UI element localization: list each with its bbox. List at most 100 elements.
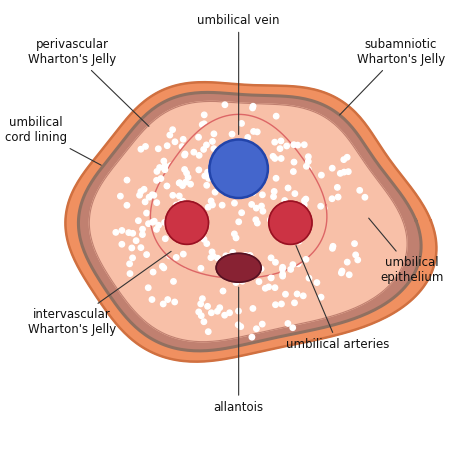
Circle shape xyxy=(154,200,159,205)
Circle shape xyxy=(196,167,201,173)
Circle shape xyxy=(315,189,320,195)
Circle shape xyxy=(296,230,301,236)
Circle shape xyxy=(205,304,210,309)
Circle shape xyxy=(284,143,289,148)
Circle shape xyxy=(335,184,340,190)
Circle shape xyxy=(198,266,204,271)
Circle shape xyxy=(259,203,264,209)
Circle shape xyxy=(283,292,288,297)
Circle shape xyxy=(251,184,256,189)
Circle shape xyxy=(213,205,219,210)
Circle shape xyxy=(201,121,207,126)
Circle shape xyxy=(185,217,191,223)
Circle shape xyxy=(232,200,237,206)
Circle shape xyxy=(244,253,249,259)
Circle shape xyxy=(298,232,303,237)
Circle shape xyxy=(191,219,196,225)
Circle shape xyxy=(180,198,186,204)
Circle shape xyxy=(303,196,309,202)
Circle shape xyxy=(195,133,201,138)
Circle shape xyxy=(295,261,301,266)
Circle shape xyxy=(191,149,197,155)
Circle shape xyxy=(290,262,296,267)
Circle shape xyxy=(247,253,253,258)
Circle shape xyxy=(353,252,358,257)
Circle shape xyxy=(119,228,125,233)
Circle shape xyxy=(319,172,324,178)
Circle shape xyxy=(251,273,256,278)
Circle shape xyxy=(220,184,226,189)
Circle shape xyxy=(288,267,293,272)
Circle shape xyxy=(304,224,310,229)
Circle shape xyxy=(201,215,206,220)
Circle shape xyxy=(113,230,118,235)
Circle shape xyxy=(219,264,224,269)
Circle shape xyxy=(330,243,336,249)
Circle shape xyxy=(140,226,145,232)
Circle shape xyxy=(124,177,130,183)
Circle shape xyxy=(167,253,173,259)
Circle shape xyxy=(265,215,271,220)
Circle shape xyxy=(197,212,202,217)
Circle shape xyxy=(196,153,202,158)
Circle shape xyxy=(215,256,220,261)
Circle shape xyxy=(230,212,235,217)
Circle shape xyxy=(197,216,202,221)
Circle shape xyxy=(213,147,219,153)
Circle shape xyxy=(280,265,285,270)
Circle shape xyxy=(128,271,133,276)
Circle shape xyxy=(272,213,277,219)
Circle shape xyxy=(236,219,241,225)
Circle shape xyxy=(179,144,185,149)
Circle shape xyxy=(280,266,285,272)
Circle shape xyxy=(239,141,245,146)
Circle shape xyxy=(239,128,245,134)
Circle shape xyxy=(292,191,298,196)
Circle shape xyxy=(245,135,250,140)
Circle shape xyxy=(314,280,319,285)
Circle shape xyxy=(345,154,350,160)
Circle shape xyxy=(292,159,297,165)
Circle shape xyxy=(163,236,168,242)
Circle shape xyxy=(138,147,144,152)
Circle shape xyxy=(212,171,218,177)
Circle shape xyxy=(352,241,357,246)
Circle shape xyxy=(260,192,265,198)
Circle shape xyxy=(173,202,179,208)
Circle shape xyxy=(177,180,182,185)
Circle shape xyxy=(228,254,233,259)
Circle shape xyxy=(255,220,260,226)
Circle shape xyxy=(165,297,171,302)
Circle shape xyxy=(184,263,190,268)
Circle shape xyxy=(209,198,214,204)
Ellipse shape xyxy=(216,253,261,282)
Circle shape xyxy=(292,300,297,306)
Circle shape xyxy=(256,279,262,284)
Circle shape xyxy=(268,186,273,191)
Circle shape xyxy=(173,226,179,231)
Circle shape xyxy=(282,236,287,241)
Circle shape xyxy=(292,143,297,148)
Circle shape xyxy=(177,201,182,207)
Circle shape xyxy=(205,158,210,164)
Circle shape xyxy=(146,285,151,290)
Circle shape xyxy=(268,229,273,234)
Circle shape xyxy=(172,299,177,305)
Circle shape xyxy=(219,252,224,257)
Circle shape xyxy=(337,171,343,176)
Circle shape xyxy=(272,189,277,194)
Circle shape xyxy=(329,166,335,171)
Circle shape xyxy=(189,217,194,222)
Circle shape xyxy=(346,272,352,278)
Circle shape xyxy=(280,271,285,277)
Circle shape xyxy=(273,302,278,307)
Polygon shape xyxy=(150,114,327,279)
Circle shape xyxy=(283,249,288,255)
Circle shape xyxy=(254,326,259,332)
Circle shape xyxy=(223,253,228,258)
Circle shape xyxy=(137,193,142,198)
Circle shape xyxy=(191,261,196,266)
Text: subamniotic
Wharton's Jelly: subamniotic Wharton's Jelly xyxy=(339,38,445,115)
Circle shape xyxy=(180,162,185,167)
Circle shape xyxy=(321,206,327,211)
